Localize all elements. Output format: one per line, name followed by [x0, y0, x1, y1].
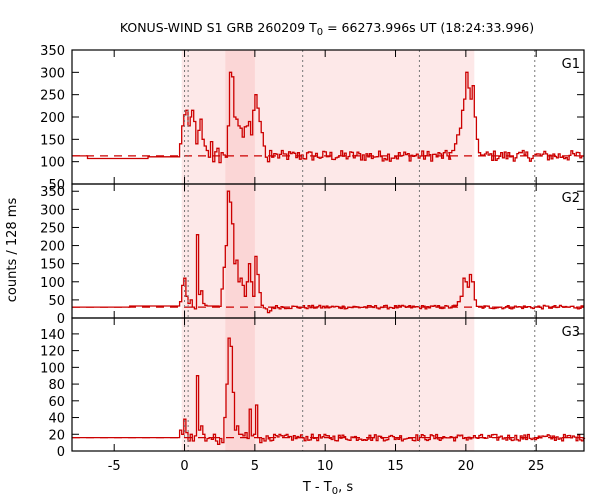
y-tick-label: 80 [48, 378, 65, 393]
y-tick-label: 100 [40, 276, 65, 291]
x-tick-label: 15 [387, 459, 404, 474]
x-tick-label: 25 [528, 459, 545, 474]
shaded-region [225, 50, 255, 451]
panel-label-g3: G3 [562, 325, 580, 340]
y-tick-label: 150 [40, 258, 65, 273]
y-tick-label: 250 [40, 89, 65, 104]
x-tick-label: 5 [251, 459, 259, 474]
panel-label-g1: G1 [562, 57, 580, 72]
axis-labels: 50100150200250300350G1050100150200250300… [40, 44, 580, 474]
x-tick-label: 20 [458, 459, 475, 474]
y-tick-label: 50 [48, 294, 65, 309]
y-tick-label: 50 [48, 178, 65, 193]
y-tick-label: 300 [40, 66, 65, 81]
x-tick-label: 10 [317, 459, 334, 474]
y-tick-label: 0 [57, 312, 65, 327]
x-tick-label: -5 [108, 459, 121, 474]
axes-frames [71, 49, 585, 452]
panel-label-g2: G2 [562, 191, 580, 206]
x-tick-label: 0 [180, 459, 188, 474]
light-curve-g3 [72, 337, 586, 445]
interval-shading [181, 50, 475, 451]
y-tick-label: 150 [40, 133, 65, 148]
y-tick-label: 200 [40, 111, 65, 126]
y-tick-label: 60 [48, 395, 65, 410]
y-tick-label: 250 [40, 221, 65, 236]
y-tick-label: 300 [40, 203, 65, 218]
y-tick-label: 350 [40, 185, 65, 200]
y-tick-label: 350 [40, 44, 65, 59]
y-axis-label: counts / 128 ms [5, 198, 20, 303]
y-tick-label: 40 [48, 412, 65, 427]
y-tick-label: 100 [40, 156, 65, 171]
y-tick-label: 100 [40, 361, 65, 376]
y-tick-label: 140 [40, 328, 65, 343]
vertical-dotted-lines [184, 50, 536, 451]
light-curves [72, 71, 586, 445]
y-tick-label: 120 [40, 345, 65, 360]
y-tick-label: 20 [48, 428, 65, 443]
light-curve-g1 [72, 71, 584, 164]
y-tick-label: 200 [40, 240, 65, 255]
y-tick-label: 0 [57, 445, 65, 460]
chart-title: KONUS-WIND S1 GRB 260209 T0 = 66273.996s… [120, 20, 534, 38]
x-axis-label: T - T0, s [302, 480, 353, 497]
